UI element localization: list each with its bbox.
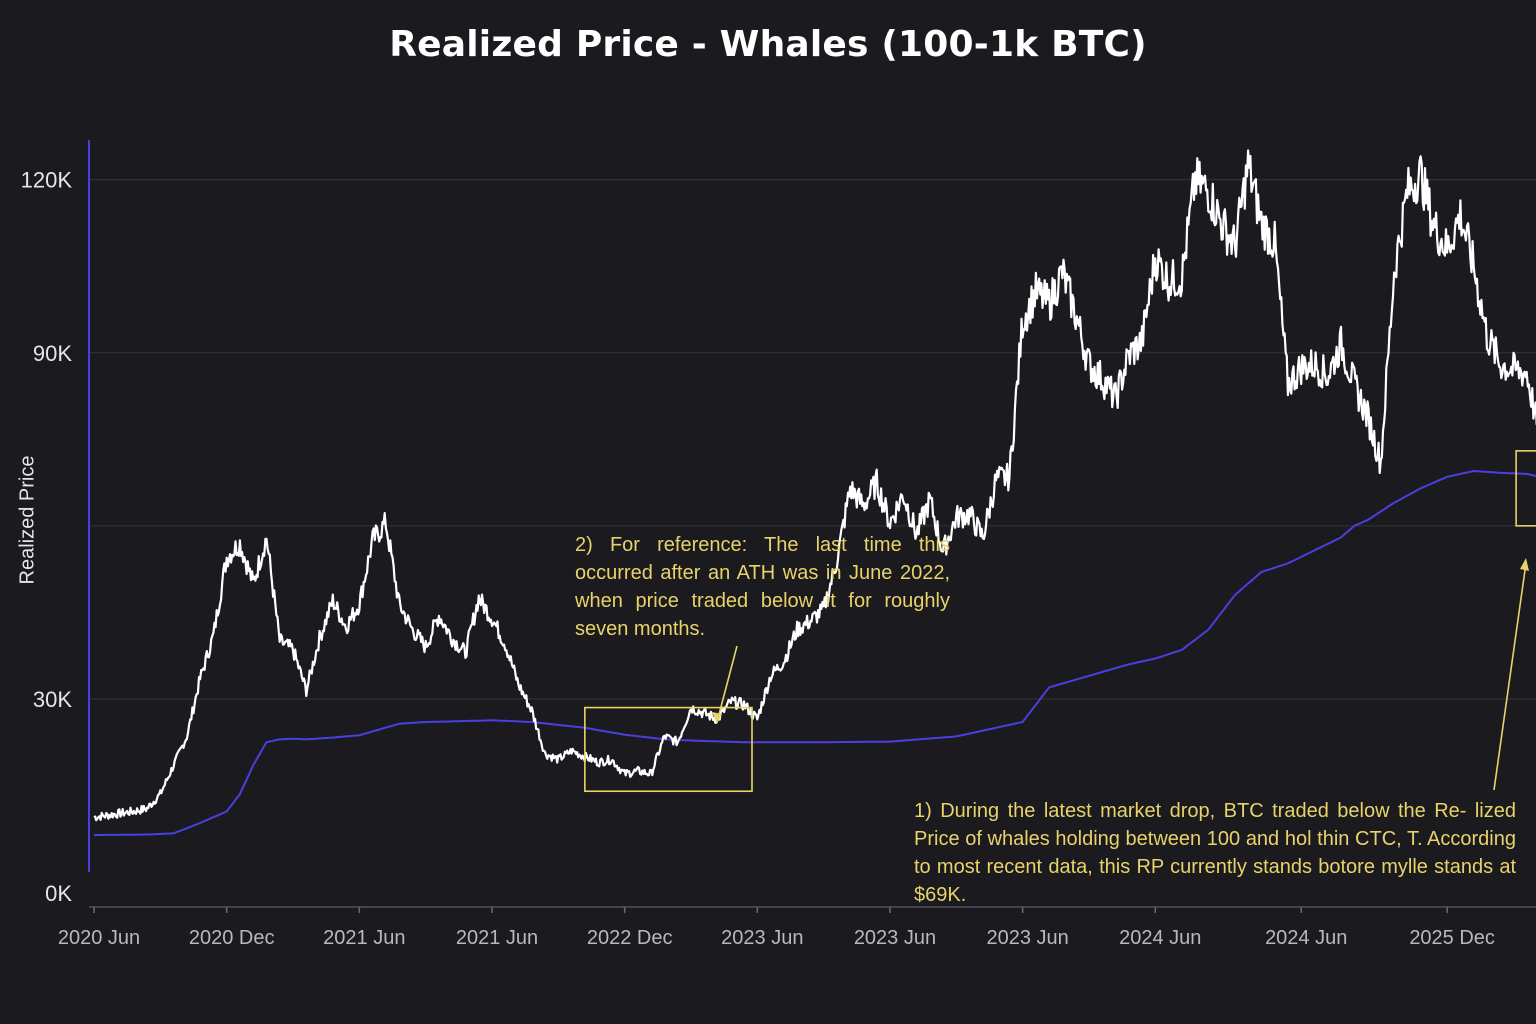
- annotation-1-arrowhead: [1520, 558, 1529, 571]
- annotation-1-box: [1515, 450, 1536, 527]
- annotation-2-text: 2) For reference: The last time this occ…: [575, 534, 950, 640]
- x-tick-label: 2023 Jun: [986, 927, 1068, 949]
- annotation-1-arrow: [1493, 562, 1527, 791]
- series-layer: [93, 149, 1536, 837]
- annotation-2-arrowhead: [712, 712, 722, 724]
- y-tick-label: 0K: [45, 881, 72, 906]
- x-tick-label: 2023 Jun: [854, 927, 936, 949]
- annotation-1-text: 1) During the latest market drop, BTC tr…: [914, 800, 1516, 906]
- y-tick-label: 90K: [33, 341, 72, 366]
- x-tick-label: 2023 Jun: [721, 927, 803, 949]
- series-line-btc-price: [93, 149, 1536, 822]
- y-tick-label: 30K: [33, 687, 72, 712]
- series-line-realized-price: [93, 470, 1536, 837]
- x-tick-layer: 2020 Jun 2020 Dec 2021 Jun 2021 Jun 2022 Dec…: [58, 907, 1495, 949]
- x-tick-label: 2024 Jun: [1265, 927, 1347, 949]
- x-tick-label: 2020 Dec: [189, 927, 275, 949]
- annotation-2-box: [584, 706, 753, 793]
- y-tick-layer: 0K 30K 90K 120K: [21, 168, 73, 906]
- chart-title: Realized Price - Whales (100-1k BTC): [389, 24, 1147, 65]
- x-tick-label: 2024 Jun: [1119, 927, 1201, 949]
- annotation-box-layer: [584, 450, 1536, 793]
- x-tick-label: 2025 Dec: [1409, 927, 1495, 949]
- x-tick-label: 2020 Jun: [58, 927, 140, 949]
- y-tick-label: 120K: [21, 168, 73, 193]
- x-tick-label: 2021 Jun: [323, 927, 405, 949]
- x-tick-label: 2022 Dec: [587, 927, 673, 949]
- grid-layer: [89, 179, 1536, 700]
- annotation-2-arrow: [716, 645, 738, 723]
- x-tick-label: 2021 Jun: [456, 927, 538, 949]
